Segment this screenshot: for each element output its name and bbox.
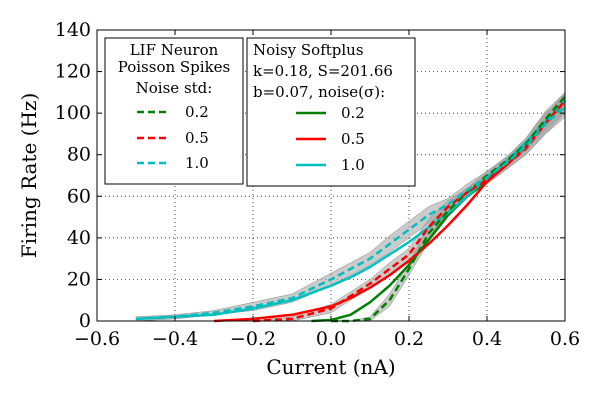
lif-line-1.0 xyxy=(135,105,566,321)
legend-title-line: Noise std: xyxy=(136,79,213,97)
y-axis-ticks: 0 20 40 60 80 100 120 140 xyxy=(55,19,565,332)
legend-entry-label: 1.0 xyxy=(185,154,209,172)
legend-noisy-softplus: Noisy Softplus k=0.18, S=201.66 b=0.07, no… xyxy=(246,37,416,187)
legend-entry-label: 0.5 xyxy=(185,129,209,147)
legend-title-line: Poisson Spikes xyxy=(118,58,231,76)
y-tick-label: 40 xyxy=(67,227,91,249)
y-tick-label: 80 xyxy=(67,144,91,166)
legend-box xyxy=(104,37,244,185)
y-tick-label: 0 xyxy=(79,310,91,332)
y-axis-label: Firing Rate (Hz) xyxy=(17,93,41,259)
legend-entry-label: 0.2 xyxy=(185,103,209,121)
x-tick-label: 0.0 xyxy=(316,328,346,350)
x-tick-label: 0.2 xyxy=(394,328,424,350)
legend-entry-label: 0.5 xyxy=(341,130,365,148)
x-tick-label: 0.6 xyxy=(550,328,580,350)
x-axis-ticks: −0.6 −0.4 −0.2 0.0 0.2 0.4 0.6 xyxy=(74,30,580,350)
lif-line-0.5 xyxy=(252,99,566,323)
y-tick-label: 100 xyxy=(55,102,91,124)
y-tick-label: 140 xyxy=(55,19,91,41)
legend-entry-label: 1.0 xyxy=(341,156,365,174)
series-lines xyxy=(135,95,566,323)
y-tick-label: 120 xyxy=(55,61,91,83)
legend-title-line: LIF Neuron xyxy=(130,41,219,59)
y-tick-label: 20 xyxy=(67,268,91,290)
legend-title-line: k=0.18, S=201.66 xyxy=(253,62,393,80)
x-tick-label: 0.4 xyxy=(472,328,502,350)
x-tick-label: −0.2 xyxy=(230,328,276,350)
x-tick-label: −0.4 xyxy=(152,328,198,350)
x-axis-label: Current (nA) xyxy=(266,355,395,379)
legend-title-line: b=0.07, noise(σ): xyxy=(253,83,385,101)
x-tick-label: −0.6 xyxy=(74,328,120,350)
legend-entry-label: 0.2 xyxy=(341,104,365,122)
y-tick-label: 60 xyxy=(67,185,91,207)
lif-line-0.2 xyxy=(331,95,566,323)
legend-box xyxy=(246,37,416,187)
legend-title-line: Noisy Softplus xyxy=(253,41,364,59)
